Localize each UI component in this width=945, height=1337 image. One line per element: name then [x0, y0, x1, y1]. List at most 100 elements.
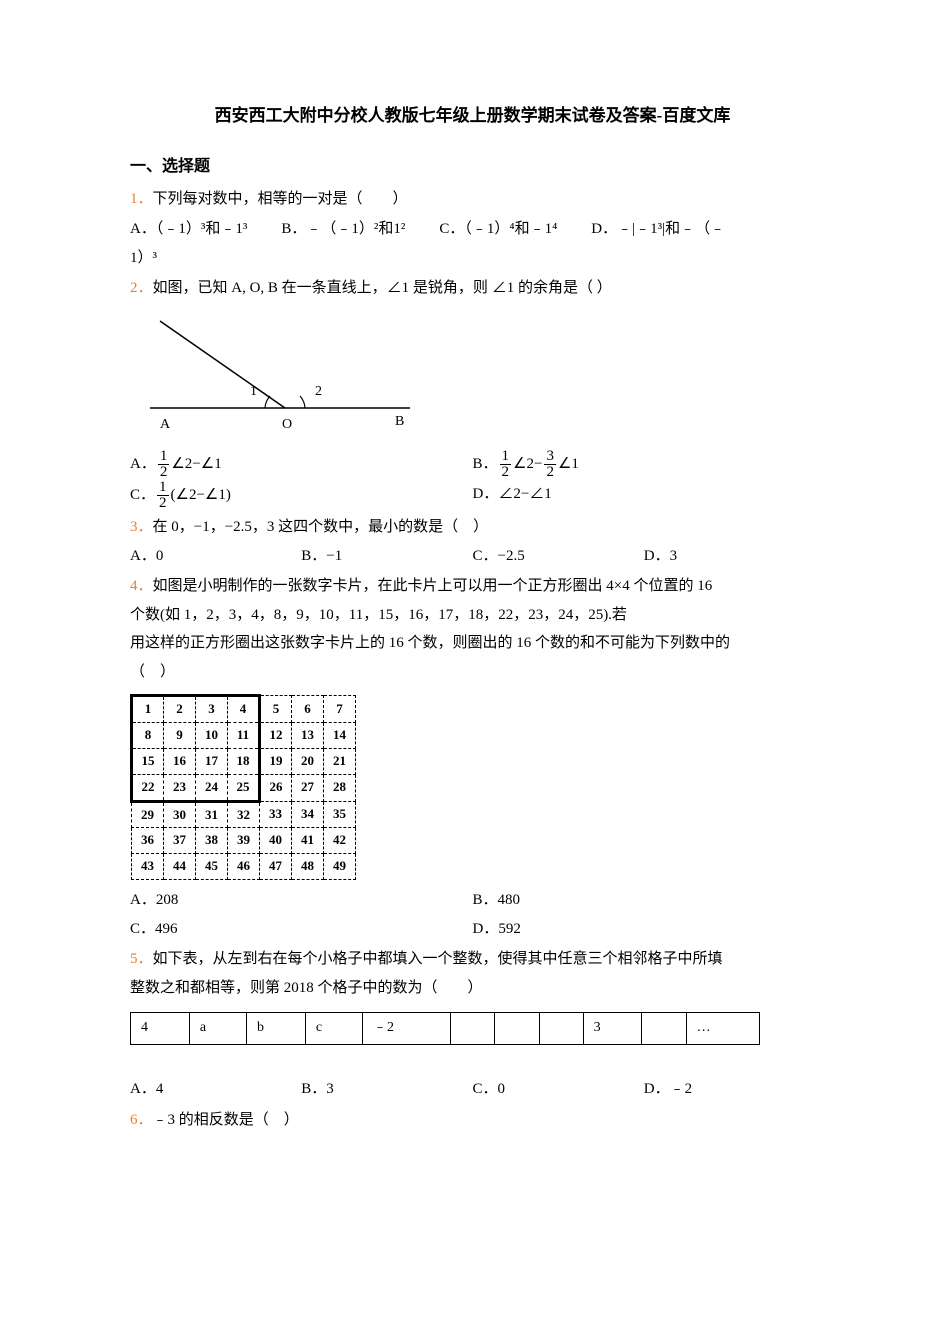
grid-cell: 2 [164, 696, 196, 723]
q2-options-row2: C．12(∠2−∠1) D．∠2−∠1 [130, 480, 815, 511]
grid-cell: 48 [292, 854, 324, 880]
grid-cell: 13 [292, 722, 324, 748]
seq-cell [642, 1013, 686, 1045]
seq-cell: 3 [583, 1013, 642, 1045]
grid-cell: 3 [196, 696, 228, 723]
grid-cell: 14 [324, 722, 356, 748]
seq-cell: ﹣2 [363, 1013, 451, 1045]
q3-opt-d: D．3 [644, 542, 815, 571]
q4-number-grid: 1234567891011121314151617181920212223242… [130, 694, 356, 880]
seq-cell: b [247, 1013, 306, 1045]
seq-cell: a [189, 1013, 246, 1045]
grid-cell: 45 [196, 854, 228, 880]
grid-cell: 22 [132, 774, 164, 801]
svg-text:B: B [395, 414, 404, 429]
doc-title: 西安西工大附中分校人教版七年级上册数学期末试卷及答案-百度文库 [130, 100, 815, 132]
question-5: 5．如下表，从左到右在每个小格子中都填入一个整数，使得其中任意三个相邻格子中所填 [130, 945, 815, 974]
q5-opt-a: A．4 [130, 1075, 301, 1104]
q4-opt-c: C．496 [130, 915, 473, 944]
grid-cell: 21 [324, 748, 356, 774]
grid-cell: 44 [164, 854, 196, 880]
grid-cell: 4 [228, 696, 260, 723]
question-4: 4．如图是小明制作的一张数字卡片，在此卡片上可以用一个正方形圈出 4×4 个位置… [130, 572, 815, 601]
grid-cell: 25 [228, 774, 260, 801]
svg-text:A: A [160, 417, 171, 432]
grid-cell: 26 [260, 774, 292, 801]
question-1: 1．下列每对数中，相等的一对是（ ） [130, 185, 815, 214]
q5-line2: 整数之和都相等，则第 2018 个格子中的数为（ ） [130, 974, 815, 1003]
q5-opt-c: C．0 [473, 1075, 644, 1104]
q3-opt-b: B．−1 [301, 542, 472, 571]
q4-options-row2: C．496 D．592 [130, 915, 815, 944]
q5-sequence-table: 4abc﹣2 3 … [130, 1012, 760, 1045]
grid-cell: 17 [196, 748, 228, 774]
q4-line4: （ ） [130, 658, 815, 687]
q1-number: 1． [130, 191, 153, 207]
grid-cell: 18 [228, 748, 260, 774]
q3-opt-a: A．0 [130, 542, 301, 571]
grid-cell: 5 [260, 696, 292, 723]
seq-cell: … [686, 1013, 760, 1045]
q2-number: 2． [130, 280, 153, 296]
q3-options: A．0 B．−1 C．−2.5 D．3 [130, 542, 815, 571]
q2-options-row1: A．12∠2−∠1 B．12∠2−32∠1 [130, 449, 815, 480]
q4-line3: 用这样的正方形圈出这张数字卡片上的 16 个数，则圈出的 16 个数的和不可能为… [130, 629, 815, 658]
seq-cell [495, 1013, 539, 1045]
grid-cell: 29 [132, 801, 164, 828]
q3-number: 3． [130, 519, 153, 535]
grid-cell: 38 [196, 828, 228, 854]
q5-line1: 如下表，从左到右在每个小格子中都填入一个整数，使得其中任意三个相邻格子中所填 [153, 951, 723, 967]
seq-cell: 4 [131, 1013, 190, 1045]
q2-opt-d: D．∠2−∠1 [473, 480, 816, 511]
grid-cell: 27 [292, 774, 324, 801]
q3-opt-c: C．−2.5 [473, 542, 644, 571]
question-2: 2．如图，已知 A, O, B 在一条直线上，∠1 是锐角，则 ∠1 的余角是（… [130, 274, 815, 303]
q5-options: A．4 B．3 C．0 D．﹣2 [130, 1075, 815, 1104]
svg-text:2: 2 [315, 384, 322, 399]
q4-number: 4． [130, 578, 153, 594]
grid-cell: 31 [196, 801, 228, 828]
q5-number: 5． [130, 951, 153, 967]
q4-line1: 如图是小明制作的一张数字卡片，在此卡片上可以用一个正方形圈出 4×4 个位置的 … [153, 578, 713, 594]
grid-cell: 34 [292, 801, 324, 828]
grid-cell: 28 [324, 774, 356, 801]
grid-cell: 47 [260, 854, 292, 880]
grid-cell: 11 [228, 722, 260, 748]
grid-cell: 39 [228, 828, 260, 854]
question-3: 3．在 0，−1，−2.5，3 这四个数中，最小的数是（ ） [130, 513, 815, 542]
grid-cell: 36 [132, 828, 164, 854]
grid-cell: 20 [292, 748, 324, 774]
seq-cell [451, 1013, 495, 1045]
q1-options: A．（﹣1）³和﹣1³ B．﹣（﹣1）²和1² C．（﹣1）⁴和﹣1⁴ D．﹣|… [130, 215, 815, 244]
q1-opt-c: C．（﹣1）⁴和﹣1⁴ [439, 215, 557, 244]
q2-opt-a: A．12∠2−∠1 [130, 449, 473, 480]
grid-cell: 43 [132, 854, 164, 880]
q6-number: 6． [130, 1112, 153, 1128]
grid-cell: 1 [132, 696, 164, 723]
q2-text: 如图，已知 A, O, B 在一条直线上，∠1 是锐角，则 ∠1 的余角是（ ） [153, 280, 612, 296]
grid-cell: 16 [164, 748, 196, 774]
svg-text:1: 1 [250, 384, 257, 399]
q5-opt-d: D．﹣2 [644, 1075, 815, 1104]
q6-text: ﹣3 的相反数是（ ） [153, 1112, 299, 1128]
grid-cell: 24 [196, 774, 228, 801]
grid-cell: 9 [164, 722, 196, 748]
q2-figure: 1 2 A O B [130, 313, 815, 444]
seq-cell: c [305, 1013, 362, 1045]
q4-opt-d: D．592 [473, 915, 816, 944]
grid-cell: 19 [260, 748, 292, 774]
q4-line2: 个数(如 1，2，3，4，8，9，10，11，15，16，17，18，22，23… [130, 601, 815, 630]
grid-cell: 42 [324, 828, 356, 854]
q4-opt-b: B．480 [473, 886, 816, 915]
q2-opt-b: B．12∠2−32∠1 [473, 449, 816, 480]
grid-cell: 6 [292, 696, 324, 723]
grid-cell: 7 [324, 696, 356, 723]
grid-cell: 35 [324, 801, 356, 828]
grid-cell: 37 [164, 828, 196, 854]
q2-opt-c: C．12(∠2−∠1) [130, 480, 473, 511]
grid-cell: 8 [132, 722, 164, 748]
q4-opt-a: A．208 [130, 886, 473, 915]
grid-cell: 23 [164, 774, 196, 801]
grid-cell: 15 [132, 748, 164, 774]
q1-opt-d-pre: D．﹣|﹣1³|和﹣（﹣ [591, 215, 725, 244]
